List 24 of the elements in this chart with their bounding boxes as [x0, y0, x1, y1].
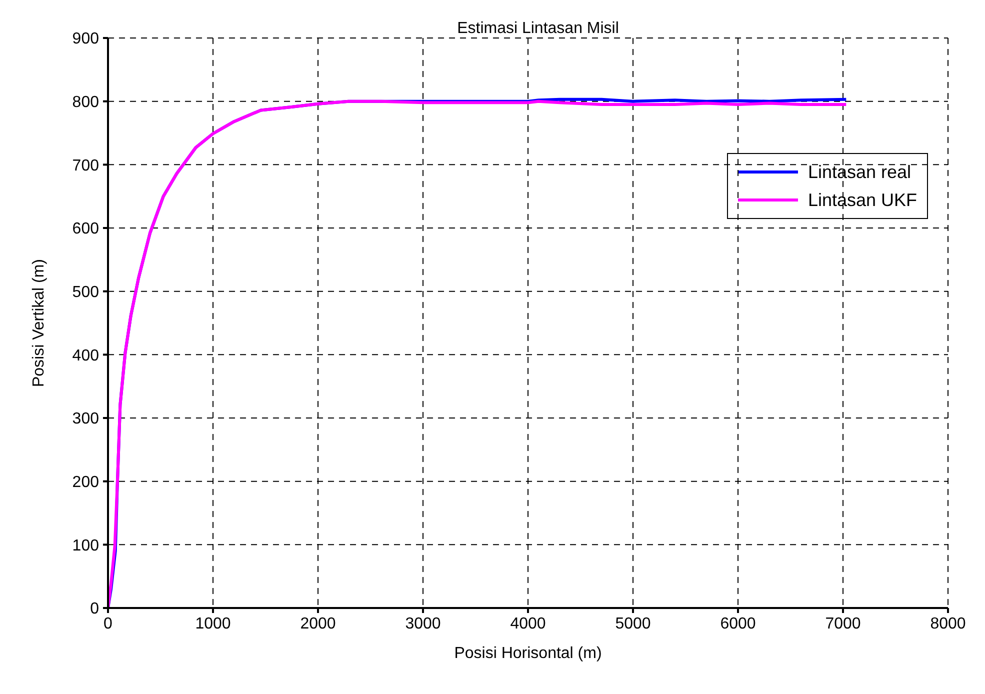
x-tick-label: 3000	[405, 615, 441, 632]
x-tick-label: 4000	[510, 615, 546, 632]
chart-title: Estimasi Lintasan Misil	[457, 20, 619, 37]
y-tick-label: 500	[72, 284, 100, 302]
y-tick-label: 300	[72, 410, 100, 428]
x-tick-label: 8000	[930, 615, 966, 632]
legend-label: Lintasan UKF	[808, 189, 917, 212]
x-tick-label: 5000	[615, 615, 651, 632]
y-tick-label: 600	[72, 220, 100, 238]
y-tick-label: 700	[72, 157, 100, 174]
x-tick-label: 1000	[195, 615, 231, 632]
y-tick-label: 200	[72, 474, 100, 492]
x-tick-label: 0	[104, 615, 113, 632]
y-axis-title: Posisi Vertikal (m)	[30, 258, 48, 388]
y-tick-label: 800	[72, 94, 100, 112]
x-tick-label: 2000	[300, 615, 336, 632]
x-tick-label: 6000	[720, 615, 756, 632]
x-axis-title: Posisi Horisontal (m)	[454, 645, 602, 662]
y-tick-label: 100	[72, 537, 100, 554]
y-tick-label: 400	[72, 347, 100, 364]
y-tick-label: 0	[90, 600, 100, 618]
legend-label: Lintasan real	[808, 161, 912, 184]
y-tick-label: 900	[72, 30, 100, 48]
x-tick-label: 7000	[825, 615, 861, 632]
